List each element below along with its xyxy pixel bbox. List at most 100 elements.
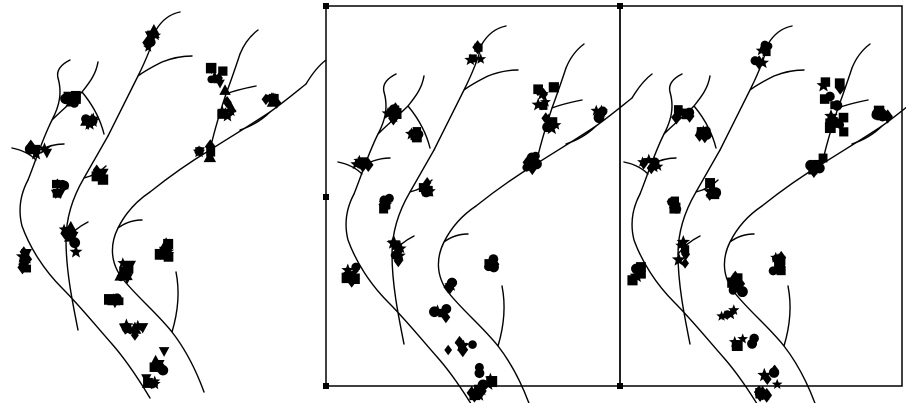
site-marker <box>773 253 784 268</box>
frame-handle[interactable] <box>323 3 329 9</box>
site-marker <box>835 80 845 93</box>
site-marker <box>69 245 83 258</box>
frame-handle[interactable] <box>323 383 329 389</box>
site-marker <box>653 161 664 171</box>
site-marker <box>805 159 817 171</box>
site-marker <box>475 53 487 64</box>
site-marker <box>754 387 766 402</box>
site-marker <box>539 101 548 110</box>
site-marker <box>484 372 496 384</box>
site-marker <box>820 77 831 87</box>
site-marker <box>147 30 156 39</box>
site-marker <box>394 254 403 264</box>
frame-handle[interactable] <box>323 194 329 200</box>
site-marker <box>676 235 691 248</box>
site-marker <box>824 109 838 122</box>
site-marker <box>627 275 638 286</box>
site-marker <box>680 245 690 254</box>
site-marker <box>438 308 447 318</box>
site-marker <box>131 319 144 332</box>
site-marker <box>531 151 540 161</box>
river-network-b <box>337 25 653 403</box>
site-marker <box>702 126 711 135</box>
site-marker <box>684 109 695 123</box>
site-markers-c <box>627 40 893 403</box>
site-marker <box>646 161 656 175</box>
site-marker <box>825 118 836 129</box>
site-marker <box>226 106 237 117</box>
site-marker <box>117 257 129 268</box>
site-marker <box>755 44 767 56</box>
site-marker <box>119 318 134 332</box>
site-marker <box>204 139 216 154</box>
site-marker <box>141 374 152 384</box>
site-marker <box>705 179 715 189</box>
site-marker <box>141 377 154 388</box>
site-marker <box>109 297 121 309</box>
site-marker <box>121 273 134 284</box>
site-marker <box>348 267 359 278</box>
site-marker <box>819 94 830 104</box>
site-marker <box>716 310 727 321</box>
site-marker <box>548 82 559 93</box>
site-marker <box>527 161 538 176</box>
site-marker <box>92 164 101 176</box>
site-marker <box>38 142 51 154</box>
site-marker <box>539 87 548 101</box>
site-marker <box>207 75 216 84</box>
site-marker <box>149 375 161 387</box>
site-marker <box>268 93 279 104</box>
site-marker <box>353 154 366 167</box>
site-marker <box>749 333 759 344</box>
site-marker <box>163 252 174 262</box>
site-marker <box>756 56 769 69</box>
site-marker <box>768 266 778 276</box>
site-marker <box>757 367 772 382</box>
panel-a <box>11 11 327 399</box>
site-marker <box>882 109 893 124</box>
site-markers-a <box>15 24 282 390</box>
site-marker <box>261 93 271 106</box>
site-marker <box>694 128 705 142</box>
site-marker <box>57 179 68 190</box>
site-marker <box>468 54 477 63</box>
site-marker <box>531 97 545 111</box>
site-marker <box>768 367 780 378</box>
site-marker <box>681 257 689 269</box>
site-marker <box>63 91 74 102</box>
site-marker <box>444 278 458 291</box>
site-marker <box>732 273 743 284</box>
site-marker <box>533 84 543 95</box>
site-marker <box>813 160 824 170</box>
site-marker <box>430 304 445 318</box>
site-marker <box>670 196 679 205</box>
site-marker <box>762 48 771 57</box>
site-marker <box>408 129 417 138</box>
site-marker <box>540 96 551 107</box>
site-marker <box>19 260 29 271</box>
site-marker <box>219 84 231 95</box>
site-marker <box>194 147 205 157</box>
site-marker <box>728 336 741 348</box>
site-marker <box>123 260 136 273</box>
site-marker <box>161 244 175 258</box>
river-network-a <box>11 11 327 399</box>
site-marker <box>472 40 483 55</box>
site-marker <box>470 391 479 403</box>
site-marker <box>671 252 686 266</box>
site-marker <box>386 236 400 249</box>
site-marker <box>728 279 740 291</box>
site-marker <box>723 310 732 319</box>
site-marker <box>830 101 839 110</box>
site-marker <box>154 248 166 260</box>
site-marker <box>839 127 849 137</box>
site-marker <box>642 153 655 166</box>
site-marker <box>736 286 748 298</box>
site-marker <box>818 153 828 163</box>
site-marker <box>148 24 160 34</box>
site-marker <box>217 105 228 115</box>
site-marker <box>341 263 355 276</box>
site-marker <box>484 259 495 269</box>
site-marker <box>550 119 562 130</box>
